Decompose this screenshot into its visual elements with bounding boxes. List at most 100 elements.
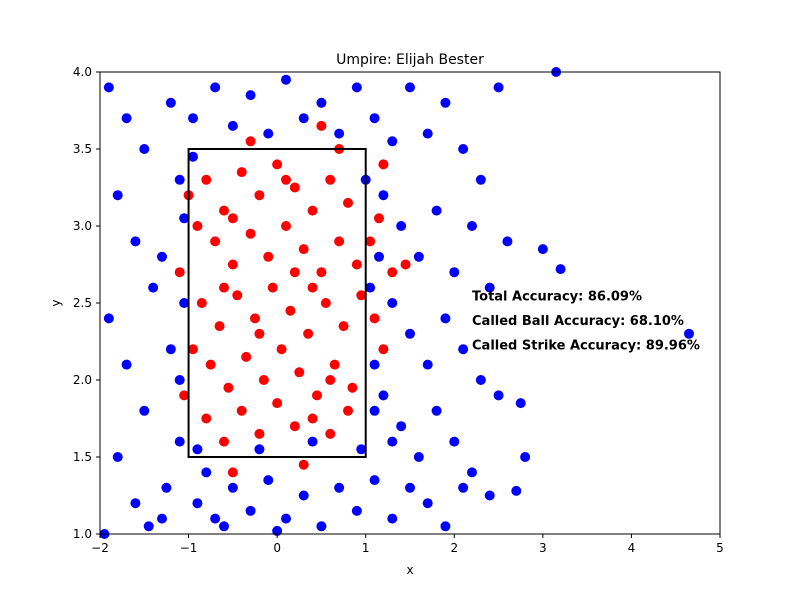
ball-point xyxy=(210,513,221,524)
ball-point xyxy=(413,452,424,462)
ball-point xyxy=(148,282,159,293)
ball-point xyxy=(378,390,389,401)
strike-point xyxy=(343,197,353,208)
ball-point xyxy=(130,236,141,247)
ball-point xyxy=(263,128,274,139)
ball-point xyxy=(422,128,433,139)
y-tick-label: 3.5 xyxy=(73,142,92,156)
x-tick-label: −1 xyxy=(180,541,198,555)
ball-point xyxy=(192,444,203,455)
strike-point xyxy=(378,159,389,170)
strike-point xyxy=(289,182,300,193)
ball-point xyxy=(493,390,504,401)
ball-point xyxy=(165,97,176,108)
strike-point xyxy=(276,344,287,355)
strike-point xyxy=(281,221,291,231)
accuracy-annotation: Total Accuracy: 86.09% xyxy=(472,289,642,304)
ball-point xyxy=(316,97,327,108)
ball-point xyxy=(112,452,123,462)
ball-point xyxy=(112,190,123,201)
strike-point xyxy=(316,120,327,131)
strike-point xyxy=(210,236,221,247)
strike-point xyxy=(227,467,238,478)
strike-point xyxy=(320,298,331,308)
ball-point xyxy=(298,490,309,501)
strike-point xyxy=(245,136,256,147)
strike-point xyxy=(351,259,362,270)
strike-point xyxy=(356,290,367,301)
ball-point xyxy=(143,521,154,532)
ball-point xyxy=(458,344,469,355)
ball-point xyxy=(475,375,486,385)
ball-point xyxy=(365,282,376,293)
ball-point xyxy=(431,205,442,216)
ball-point xyxy=(161,482,172,493)
strike-point xyxy=(338,321,349,332)
ball-point xyxy=(493,82,504,93)
ball-point xyxy=(165,344,176,355)
ball-point xyxy=(316,521,327,532)
strike-point xyxy=(188,344,198,355)
ball-point xyxy=(515,398,526,409)
strike-point xyxy=(214,321,225,332)
strike-point xyxy=(298,244,309,255)
ball-point xyxy=(374,251,384,262)
strike-point xyxy=(325,375,336,385)
y-tick-label: 4.0 xyxy=(73,65,92,79)
strike-point xyxy=(236,167,247,178)
ball-point xyxy=(139,405,150,416)
ball-point xyxy=(179,213,190,224)
strike-point xyxy=(289,267,300,278)
strike-point xyxy=(201,174,212,185)
strike-point xyxy=(236,405,247,416)
strike-point xyxy=(250,313,260,324)
ball-point xyxy=(356,444,367,455)
x-tick-label: 1 xyxy=(362,541,370,555)
strike-point xyxy=(307,413,318,424)
ball-point xyxy=(179,298,190,308)
ball-point xyxy=(192,498,203,509)
ball-point xyxy=(555,264,566,275)
strike-point xyxy=(325,174,336,185)
accuracy-annotations: Total Accuracy: 86.09% Called Ball Accura… xyxy=(472,289,700,353)
strike-point xyxy=(325,428,336,439)
ball-point xyxy=(121,113,132,124)
strike-point xyxy=(378,344,389,355)
ball-point xyxy=(467,467,477,478)
ball-point xyxy=(484,282,495,293)
ball-point xyxy=(307,436,318,447)
ball-point xyxy=(219,521,229,532)
ball-point xyxy=(334,482,345,493)
ball-point xyxy=(210,82,221,93)
x-tick-label: 3 xyxy=(539,541,547,555)
ball-point xyxy=(458,144,469,154)
strike-point xyxy=(219,205,229,216)
strike-point xyxy=(254,328,265,339)
strike-point xyxy=(369,313,380,324)
ball-point xyxy=(458,482,469,493)
strike-point xyxy=(303,328,314,339)
strike-point xyxy=(272,398,283,409)
y-axis-label: y xyxy=(49,299,63,306)
ball-point xyxy=(369,359,380,370)
x-axis-label: x xyxy=(406,563,413,577)
strike-point xyxy=(272,159,283,170)
strike-point xyxy=(307,205,318,216)
x-tick-label: 4 xyxy=(628,541,636,555)
strike-point xyxy=(285,305,296,316)
x-tick-label: 0 xyxy=(273,541,281,555)
ball-point xyxy=(281,513,291,524)
strike-point xyxy=(343,405,353,416)
strike-point xyxy=(307,282,318,293)
ball-point xyxy=(422,359,433,370)
ball-point xyxy=(387,436,398,447)
strike-point xyxy=(258,375,269,385)
ball-point xyxy=(387,513,398,524)
strike-point xyxy=(347,382,358,393)
ball-point xyxy=(227,482,238,493)
strike-point xyxy=(219,282,229,293)
ball-point xyxy=(334,128,345,139)
ball-point xyxy=(396,221,407,231)
y-tick-label: 2.5 xyxy=(73,296,92,310)
